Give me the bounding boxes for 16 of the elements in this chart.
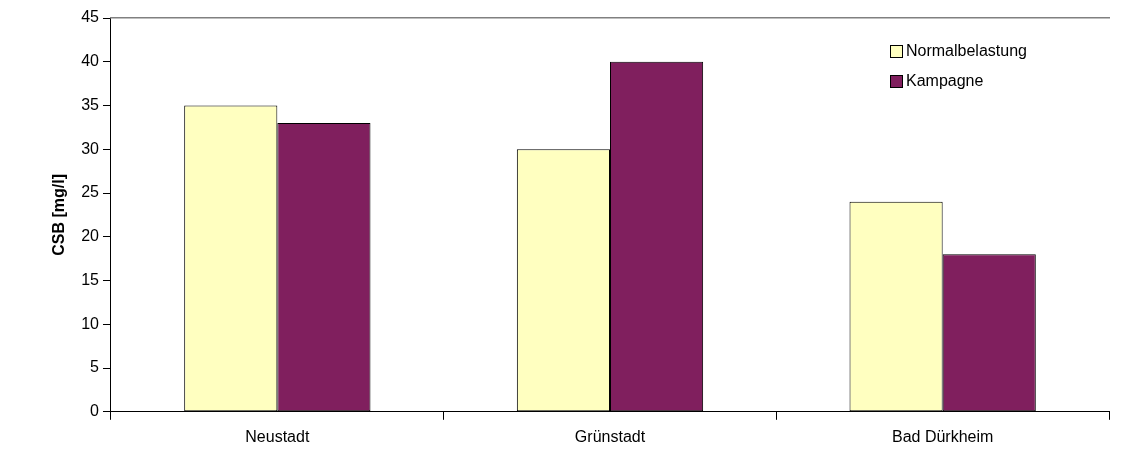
y-tick-label: 5 xyxy=(90,358,100,376)
y-tick-label: 10 xyxy=(81,314,100,332)
x-tick-label: Neustadt xyxy=(245,427,310,445)
y-tick-label: 0 xyxy=(90,402,100,420)
x-tick-label: Grünstadt xyxy=(574,427,646,445)
y-tick-label: 20 xyxy=(81,227,100,245)
y-tick-label: 45 xyxy=(81,8,100,26)
y-tick-label: 40 xyxy=(81,52,100,70)
x-tick-label: Bad Dürkheim xyxy=(891,427,994,445)
legend-label: Normalbelastung xyxy=(906,41,1027,61)
y-tick-label: 30 xyxy=(81,139,100,157)
legend-label: Kampagne xyxy=(906,71,984,91)
y-axis-title: CSB [mg/l] xyxy=(50,174,68,256)
y-tick-label: 25 xyxy=(81,183,100,201)
y-tick-label: 15 xyxy=(81,270,100,288)
y-tick-label: 35 xyxy=(81,95,100,113)
